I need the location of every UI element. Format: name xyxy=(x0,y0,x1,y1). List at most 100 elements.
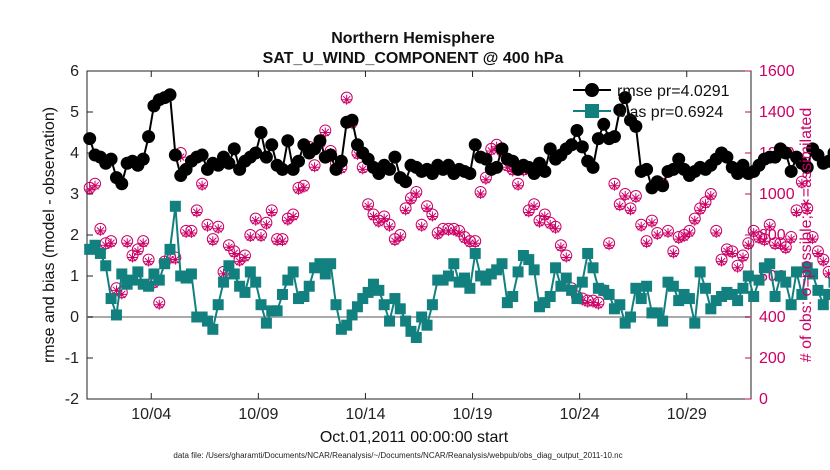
bias-point xyxy=(464,282,476,294)
obs-assimilated-point xyxy=(705,191,716,201)
chart-subtitle: SAT_U_WIND_COMPONENT @ 400 hPa xyxy=(263,50,564,67)
bias-point xyxy=(341,319,353,331)
y-tick-label: -2 xyxy=(65,391,79,408)
rmse-point xyxy=(83,132,97,146)
obs-assimilated-point xyxy=(256,232,266,242)
obs-assimilated-point xyxy=(170,254,181,265)
bias-point xyxy=(325,258,337,270)
bias-point xyxy=(614,299,626,311)
obs-assimilated-point xyxy=(111,285,122,296)
obs-assimilated-point xyxy=(716,256,727,267)
obs-assimilated-point xyxy=(320,127,331,138)
bias-point xyxy=(651,307,663,319)
bias-point xyxy=(201,315,213,327)
obs-assimilated-point xyxy=(561,252,572,263)
bias-point xyxy=(416,311,428,323)
bias-point xyxy=(159,258,171,270)
bias-point xyxy=(314,258,326,270)
rmse-point xyxy=(324,148,338,162)
bias-point xyxy=(148,268,160,280)
bias-point xyxy=(223,260,235,272)
bias-point xyxy=(276,288,288,300)
obs-assimilated-point xyxy=(614,201,625,212)
rmse-point xyxy=(275,162,289,176)
obs-assimilated-point xyxy=(738,252,748,263)
x-tick-label: 10/24 xyxy=(560,406,600,423)
obs-assimilated-point xyxy=(213,223,224,234)
bias-point xyxy=(764,258,776,270)
obs-assimilated-point xyxy=(641,238,652,249)
obs-assimilated-point xyxy=(475,189,486,199)
obs-assimilated-point xyxy=(545,219,556,230)
obs-assimilated-point xyxy=(732,262,743,273)
bias-point xyxy=(726,288,738,300)
bias-point xyxy=(523,254,535,266)
rmse-point xyxy=(618,91,632,105)
rmse-point xyxy=(607,130,621,144)
obs-assimilated-point xyxy=(368,211,379,222)
obs-assimilated-point xyxy=(282,215,293,226)
obs-assimilated-point xyxy=(791,207,802,218)
rmse-point xyxy=(565,138,579,152)
obs-assimilated-point xyxy=(620,191,631,201)
bias-point xyxy=(260,317,272,329)
y-tick-label: 6 xyxy=(70,63,79,80)
obs-assimilated-point xyxy=(470,238,481,249)
bias-point xyxy=(351,301,363,313)
bias-point xyxy=(560,272,572,284)
rmse-point xyxy=(586,160,600,174)
obs-assimilated-point xyxy=(438,225,449,236)
obs-assimilated-point xyxy=(679,232,690,242)
rmse-point xyxy=(104,152,118,166)
obs-assimilated-point xyxy=(604,240,615,251)
bias-point xyxy=(683,293,695,305)
bias-point xyxy=(512,266,524,278)
obs-assimilated-point xyxy=(127,252,138,263)
obs-assimilated-point xyxy=(277,236,288,247)
bias-point xyxy=(303,280,315,292)
bias-point xyxy=(807,268,819,280)
obs-assimilated-point xyxy=(357,164,368,175)
bias-point xyxy=(507,291,519,302)
obs-assimilated-point xyxy=(663,228,673,238)
obs-assimilated-point xyxy=(673,234,684,245)
obs-assimilated-point xyxy=(143,256,154,267)
bias-point xyxy=(367,278,379,290)
bias-point xyxy=(330,299,342,311)
obs-assimilated-point xyxy=(261,219,272,230)
obs-assimilated-point xyxy=(384,221,395,232)
obs-assimilated-point xyxy=(700,199,711,210)
obs-assimilated-point xyxy=(240,252,250,263)
obs-assimilated-point xyxy=(786,234,797,245)
obs-assimilated-point xyxy=(625,205,636,216)
rmse-point xyxy=(195,148,209,162)
bias-point xyxy=(244,266,256,278)
rmse-point xyxy=(640,162,654,176)
x-axis-label: Oct.01,2011 00:00:00 start xyxy=(320,429,509,446)
rmse-point xyxy=(292,154,306,168)
rmse-point xyxy=(629,119,643,133)
obs-assimilated-point xyxy=(695,205,706,216)
obs-assimilated-point xyxy=(181,228,192,238)
obs-assimilated-point xyxy=(389,236,400,247)
obs-assimilated-point xyxy=(288,211,299,222)
bias-point xyxy=(630,282,642,294)
obs-assimilated-point xyxy=(459,234,470,245)
bias-point xyxy=(812,284,824,296)
obs-assimilated-point xyxy=(138,238,149,249)
obs-assimilated-point xyxy=(529,201,540,212)
bias-point xyxy=(94,247,106,259)
obs-assimilated-point xyxy=(609,180,620,191)
legend-bias-marker xyxy=(585,104,599,118)
rmse-point xyxy=(115,177,129,191)
obs-assimilated-point xyxy=(309,162,320,173)
bias-point xyxy=(566,284,578,296)
plot-area: -2-1012345602004006008001000120014001600… xyxy=(65,63,830,423)
obs-assimilated-point xyxy=(582,297,593,308)
bias-point xyxy=(357,293,369,305)
rmse-point xyxy=(265,138,279,152)
x-tick-label: 10/29 xyxy=(667,406,707,423)
bias-point xyxy=(448,258,460,270)
obs-assimilated-point xyxy=(106,238,117,249)
